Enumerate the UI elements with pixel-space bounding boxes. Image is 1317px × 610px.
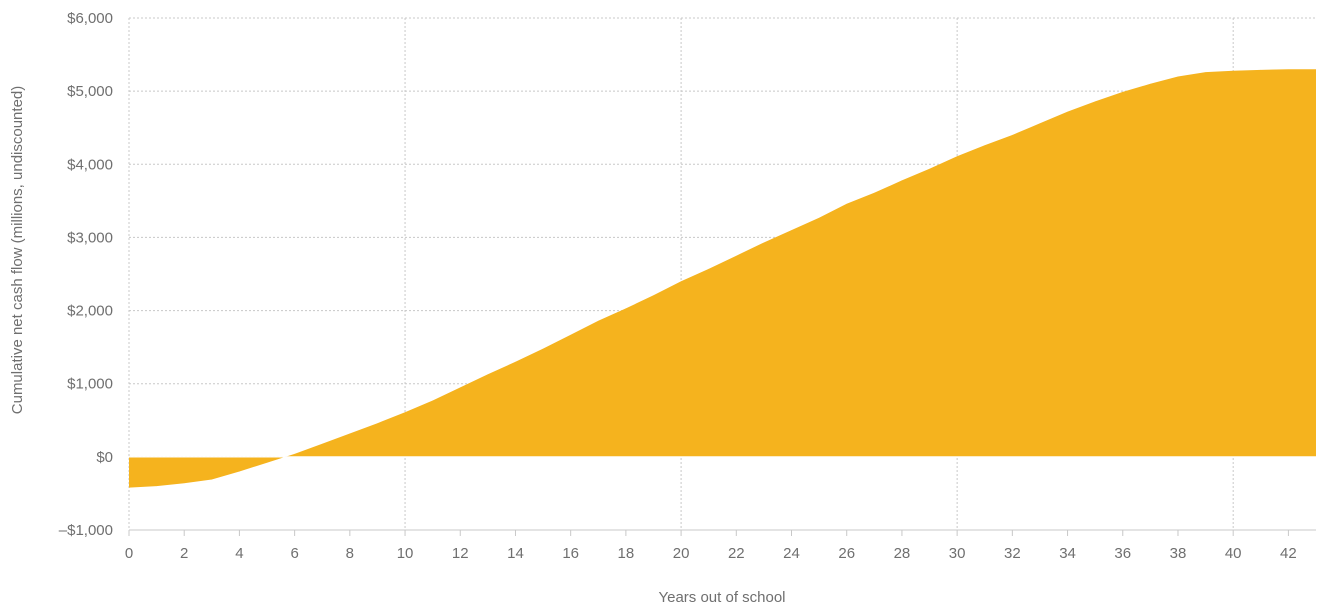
x-tick-label: 34 (1059, 545, 1076, 562)
y-tick-label: $5,000 (67, 83, 113, 100)
x-tick-label: 2 (180, 545, 188, 562)
y-tick-label: $2,000 (67, 303, 113, 320)
x-tick-label: 16 (562, 545, 579, 562)
y-tick-label: $3,000 (67, 229, 113, 246)
x-tick-label: 28 (894, 545, 911, 562)
cash-flow-area (129, 69, 1316, 488)
y-tick-label: $4,000 (67, 156, 113, 173)
x-tick-label: 32 (1004, 545, 1021, 562)
x-tick-label: 30 (949, 545, 966, 562)
x-axis: 0 2 4 6 8 10 12 14 16 18 20 22 24 26 28 30 32 34 36 38 40 42 (125, 529, 1316, 562)
x-tick-label: 22 (728, 545, 745, 562)
x-axis-title: Years out of school (658, 589, 785, 606)
y-tick-label: $6,000 (67, 10, 113, 27)
x-tick-label: 20 (673, 545, 690, 562)
x-tick-label: 40 (1225, 545, 1242, 562)
x-tick-label: 0 (125, 545, 133, 562)
x-tick-label: 42 (1280, 545, 1297, 562)
area-series (128, 69, 1317, 488)
x-tick-label: 8 (346, 545, 354, 562)
x-tick-label: 14 (507, 545, 524, 562)
y-tick-label: –$1,000 (59, 522, 113, 539)
y-axis-title: Cumulative net cash flow (millions, undi… (9, 86, 26, 414)
y-axis: –$1,000 $0 $1,000 $2,000 $3,000 $4,000 $5,000 $… (59, 10, 113, 539)
x-tick-label: 18 (618, 545, 635, 562)
grid-lines (128, 17, 1316, 530)
y-tick-label: $1,000 (67, 376, 113, 393)
x-tick-label: 26 (838, 545, 855, 562)
x-tick-label: 4 (235, 545, 243, 562)
x-tick-label: 38 (1170, 545, 1187, 562)
y-tick-label: $0 (96, 449, 113, 466)
x-tick-label: 10 (397, 545, 414, 562)
x-tick-label: 36 (1114, 545, 1131, 562)
x-tick-label: 24 (783, 545, 800, 562)
x-tick-label: 12 (452, 545, 469, 562)
x-tick-label: 6 (290, 545, 298, 562)
